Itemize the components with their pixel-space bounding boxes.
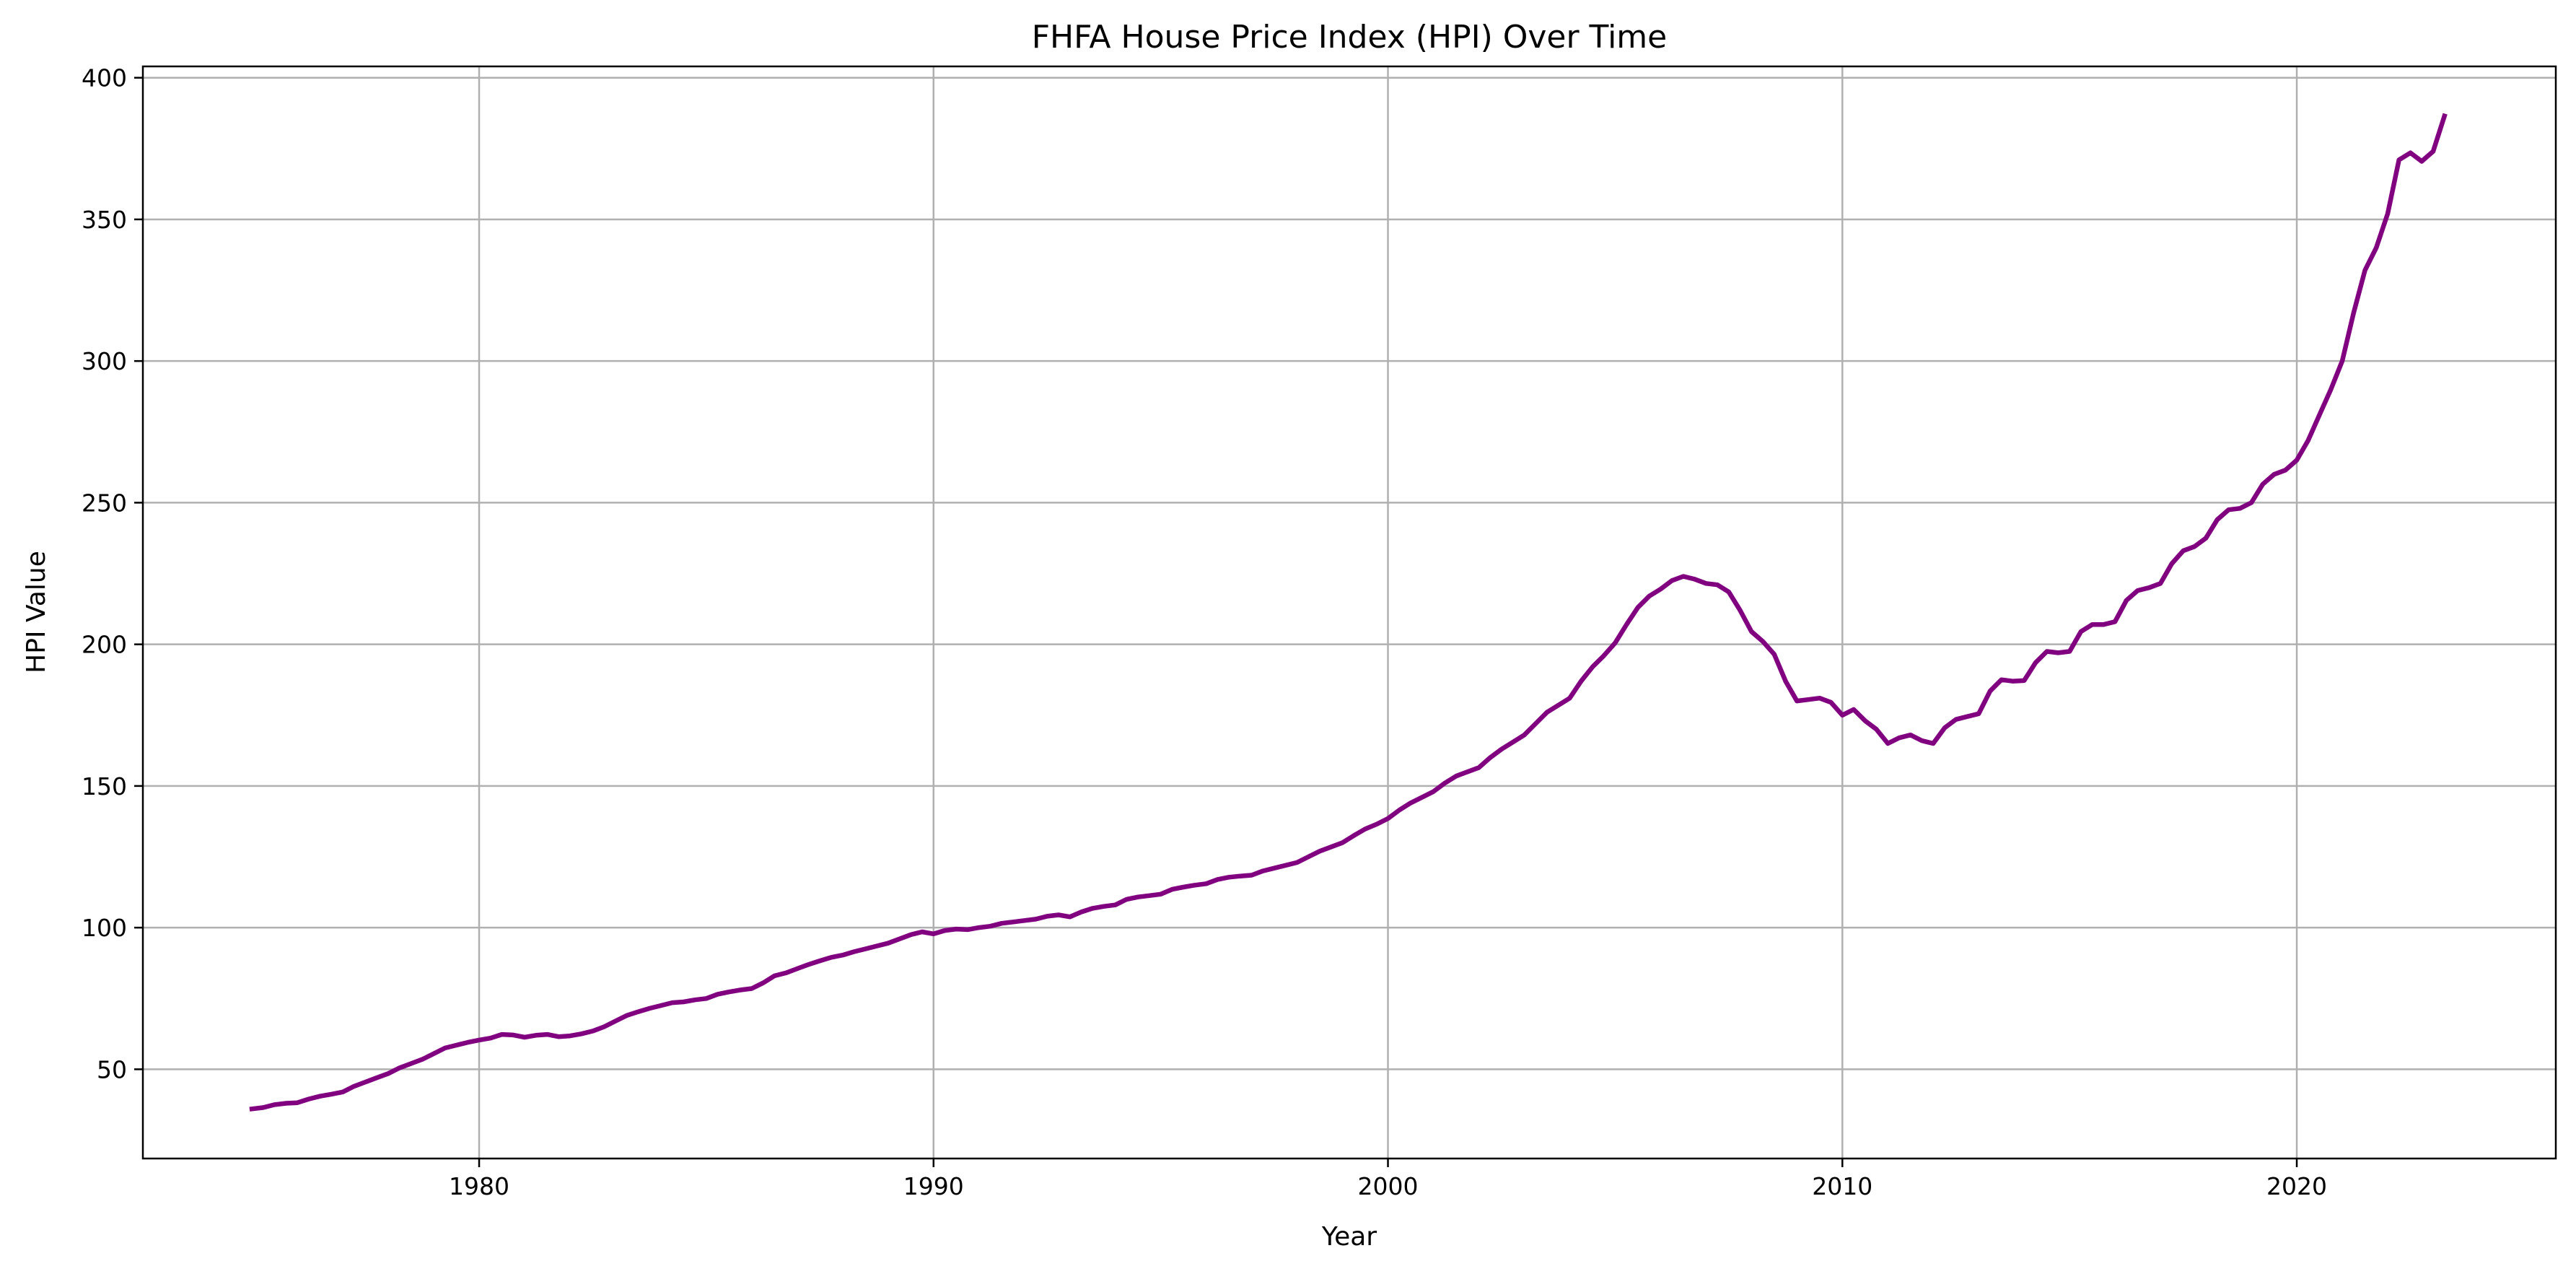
grid-lines [143,66,2556,1159]
y-tick-label: 100 [82,914,127,942]
y-tick-label: 350 [82,206,127,234]
hpi-series-line [249,113,2448,1112]
plot-frame [141,65,2557,1160]
y-axis-label: HPI Value [22,551,51,673]
x-tick-label: 1990 [903,1172,964,1200]
x-tick-label: 2000 [1358,1172,1419,1200]
series-layer [249,113,2448,1112]
x-tick-label: 2020 [2266,1172,2327,1200]
chart-title: FHFA House Price Index (HPI) Over Time [1032,19,1667,56]
y-tick-label: 250 [82,489,127,517]
y-tick-label: 50 [97,1055,127,1083]
y-tick-label: 300 [82,347,127,375]
y-tick-label: 400 [82,64,127,92]
x-tick-label: 1980 [449,1172,509,1200]
axis-ticks: 1980 1990 2000 2010 2020 50 100 150 200 250 300 350… [82,64,2327,1200]
x-tick-label: 2010 [1812,1172,1872,1200]
x-axis-label: Year [1321,1222,1377,1252]
y-tick-label: 150 [82,772,127,800]
y-tick-label: 200 [82,631,127,659]
